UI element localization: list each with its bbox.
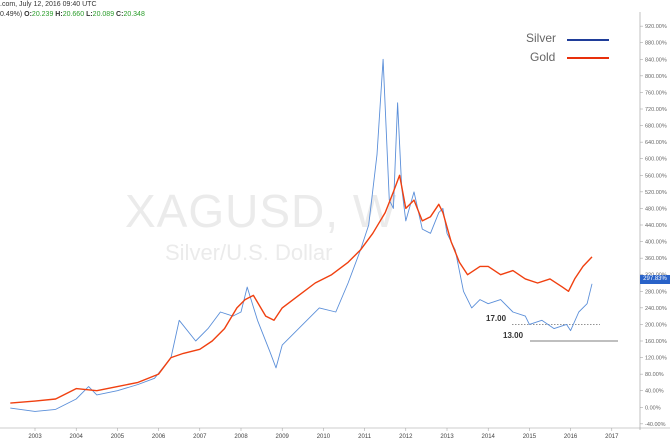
y-tick-label: 360.00%: [645, 256, 667, 262]
header-title: .com, July 12, 2016 09:40 UTC: [0, 0, 97, 10]
ohlc-low-label: L:: [86, 11, 93, 18]
y-tick-label: 120.00%: [645, 356, 667, 362]
x-tick-label: 2010: [317, 434, 331, 440]
x-tick-label: 2014: [482, 434, 496, 440]
legend-silver-swatch: [567, 39, 609, 41]
y-tick-label: -40.00%: [645, 422, 666, 428]
level-label-13: 13.00: [503, 331, 524, 340]
y-tick-label: 640.00%: [645, 140, 667, 146]
y-tick-label: 880.00%: [645, 41, 667, 47]
x-tick-label: 2005: [111, 434, 125, 440]
y-tick-label: 760.00%: [645, 90, 667, 96]
watermark-symbol: XAGUSD, W: [125, 185, 398, 237]
y-tick-label: 680.00%: [645, 124, 667, 130]
x-tick-label: 2003: [28, 434, 42, 440]
x-tick-label: 2017: [605, 434, 619, 440]
y-tick-label: 560.00%: [645, 173, 667, 179]
x-tick-label: 2011: [358, 434, 372, 440]
legend-silver-label: Silver: [526, 31, 557, 45]
y-tick-label: 0.00%: [645, 405, 661, 411]
ohlc-high-value: 20.660: [62, 11, 85, 18]
legend-gold-swatch: [567, 57, 609, 59]
series-line-silver: [10, 58, 593, 412]
ohlc-open-label: O:: [24, 11, 32, 18]
legend-gold-label: Gold: [530, 50, 556, 64]
x-tick-label: 2008: [234, 434, 248, 440]
y-tick-label: 440.00%: [645, 223, 667, 229]
y-tick-label: 80.00%: [645, 372, 664, 378]
ohlc-close-value: 20.348: [123, 11, 145, 18]
y-tick-label: 520.00%: [645, 190, 667, 196]
header-change: 0.49%): [0, 11, 23, 18]
y-tick-label: 200.00%: [645, 322, 667, 328]
x-tick-label: 2012: [399, 434, 413, 440]
ohlc-low-value: 20.089: [92, 11, 115, 18]
x-tick-label: 2015: [523, 434, 537, 440]
y-tick-label: 480.00%: [645, 206, 667, 212]
header-ohlc: 0.49%) O:20.239 H:20.660 L:20.089 C:20.3…: [0, 10, 145, 20]
x-tick-label: 2006: [152, 434, 166, 440]
y-tick-label: 160.00%: [645, 339, 667, 345]
level-label-17: 17.00: [486, 314, 507, 323]
y-tick-label: 40.00%: [645, 389, 664, 395]
y-tick-label: 240.00%: [645, 306, 667, 312]
x-tick-label: 2013: [440, 434, 454, 440]
series-line-gold: [10, 174, 593, 404]
x-tick-label: 2009: [276, 434, 290, 440]
y-tick-label: 600.00%: [645, 157, 667, 163]
y-tick-label: 400.00%: [645, 240, 667, 246]
header-source-date: .com, July 12, 2016 09:40 UTC: [0, 1, 97, 8]
y-tick-label: 920.00%: [645, 24, 667, 30]
y-tick-label: 280.00%: [645, 289, 667, 295]
y-tick-label: 800.00%: [645, 74, 667, 80]
watermark-description: Silver/U.S. Dollar: [165, 240, 333, 265]
last-price-tag: 297.83%: [640, 275, 670, 284]
ohlc-high-label: H:: [55, 11, 63, 18]
x-tick-label: 2004: [70, 434, 84, 440]
ohlc-close-label: C:: [116, 11, 124, 18]
x-tick-label: 2007: [193, 434, 207, 440]
y-tick-label: 840.00%: [645, 57, 667, 63]
y-tick-label: 720.00%: [645, 107, 667, 113]
x-tick-label: 2016: [564, 434, 578, 440]
ohlc-open-value: 20.239: [31, 11, 54, 18]
